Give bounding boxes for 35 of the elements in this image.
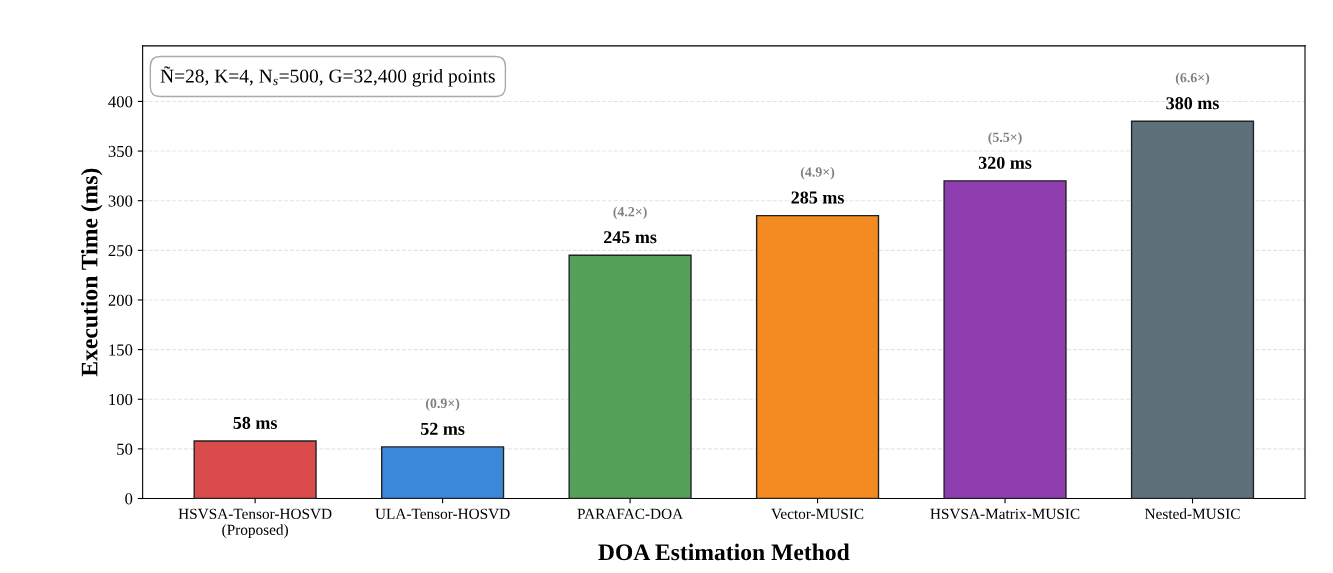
y-tick-label: 400 xyxy=(108,96,133,108)
annotation: (4.9×) xyxy=(800,166,835,180)
x-tick-label: HSVSA-Tensor-HOSVD (Proposed) xyxy=(178,508,332,539)
annotation: (0.9×) xyxy=(425,398,460,411)
data-label: 320 ms xyxy=(978,156,1032,169)
data-label: 245 ms xyxy=(604,231,657,244)
y-axis-title: Execution Time (ms) xyxy=(80,168,103,377)
y-tick-label: 50 xyxy=(117,443,133,455)
y-tick-label: 100 xyxy=(109,393,133,406)
data-label: 285 ms xyxy=(791,191,844,204)
bar xyxy=(193,440,317,499)
data-label: 52 ms xyxy=(421,422,465,435)
annotation: (4.2×) xyxy=(613,206,647,220)
x-tick-label: Vector-MUSIC xyxy=(771,508,864,520)
bar xyxy=(943,180,1067,499)
y-tick-label: 350 xyxy=(108,145,133,158)
y-tick-label: 300 xyxy=(108,195,133,207)
annotation: (5.5×) xyxy=(988,132,1022,145)
x-tick-label: HSVSA-Matrix-MUSIC xyxy=(930,508,1080,520)
annotation: Ñ=28, K=4, N$_{s}$=500, G=32,400 grid points xyxy=(160,66,495,87)
data-label: 58 ms xyxy=(233,416,277,429)
x-tick-label: PARAFAC-DOA xyxy=(577,508,684,519)
y-tick-label: 150 xyxy=(109,344,133,356)
x-tick-label: ULA-Tensor-HOSVD xyxy=(375,508,510,520)
y-tick-label: 0 xyxy=(125,493,133,505)
y-tick-label: 200 xyxy=(108,294,133,306)
bar xyxy=(755,214,880,499)
annotation: (6.6×) xyxy=(1175,72,1210,86)
x-tick-label: Nested-MUSIC xyxy=(1145,508,1240,519)
bar xyxy=(1130,120,1255,499)
data-label: 380 ms xyxy=(1166,97,1219,110)
y-tick-label: 250 xyxy=(108,245,133,257)
bar xyxy=(380,446,505,499)
x-axis-title: DOA Estimation Method xyxy=(598,543,850,561)
bar xyxy=(568,254,692,499)
